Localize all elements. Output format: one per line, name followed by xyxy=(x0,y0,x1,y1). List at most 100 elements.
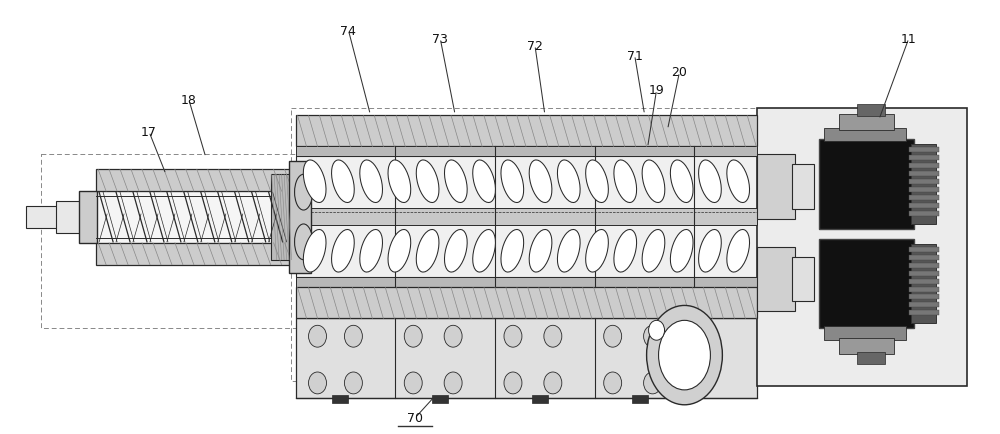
Bar xyxy=(291,108,772,381)
Text: 73: 73 xyxy=(432,33,448,46)
Ellipse shape xyxy=(404,372,422,394)
Bar xyxy=(909,196,939,201)
Bar xyxy=(909,156,939,161)
Ellipse shape xyxy=(416,230,439,273)
Bar xyxy=(909,303,939,308)
Bar xyxy=(909,271,939,276)
Bar xyxy=(909,279,939,284)
Bar xyxy=(857,352,885,364)
Ellipse shape xyxy=(644,326,662,347)
Ellipse shape xyxy=(303,230,326,273)
Ellipse shape xyxy=(295,175,313,210)
Ellipse shape xyxy=(444,326,462,347)
Bar xyxy=(289,162,311,273)
Ellipse shape xyxy=(529,230,552,273)
Ellipse shape xyxy=(501,161,524,203)
Bar xyxy=(792,257,814,302)
Ellipse shape xyxy=(332,161,354,203)
Bar xyxy=(79,192,97,243)
Bar xyxy=(96,192,301,243)
Ellipse shape xyxy=(344,372,362,394)
Bar xyxy=(909,311,939,316)
Ellipse shape xyxy=(699,230,721,273)
Ellipse shape xyxy=(444,372,462,394)
Ellipse shape xyxy=(388,230,411,273)
Ellipse shape xyxy=(309,372,326,394)
Bar xyxy=(909,263,939,268)
Ellipse shape xyxy=(332,230,354,273)
Ellipse shape xyxy=(445,230,467,273)
Bar xyxy=(911,244,936,324)
Ellipse shape xyxy=(295,224,313,260)
Bar xyxy=(296,115,757,147)
Bar xyxy=(757,155,795,220)
Ellipse shape xyxy=(727,161,750,203)
Bar xyxy=(296,147,757,157)
Ellipse shape xyxy=(344,326,362,347)
Ellipse shape xyxy=(642,161,665,203)
Bar xyxy=(96,170,301,192)
Bar xyxy=(909,148,939,153)
Ellipse shape xyxy=(586,161,608,203)
Ellipse shape xyxy=(649,321,665,340)
Bar xyxy=(909,295,939,300)
Bar xyxy=(909,204,939,209)
Ellipse shape xyxy=(473,230,495,273)
Ellipse shape xyxy=(670,230,693,273)
Ellipse shape xyxy=(557,161,580,203)
Bar xyxy=(96,243,301,265)
Bar xyxy=(757,108,967,386)
Bar xyxy=(909,172,939,177)
Bar xyxy=(824,326,906,340)
Bar xyxy=(271,175,291,260)
Ellipse shape xyxy=(670,161,693,203)
Ellipse shape xyxy=(529,161,552,203)
Bar xyxy=(56,202,81,233)
Ellipse shape xyxy=(388,161,411,203)
Bar xyxy=(909,247,939,252)
Ellipse shape xyxy=(614,161,637,203)
Ellipse shape xyxy=(504,372,522,394)
Bar xyxy=(909,188,939,193)
Bar xyxy=(632,395,648,403)
Bar xyxy=(296,277,757,287)
Bar xyxy=(296,319,757,398)
Ellipse shape xyxy=(614,230,637,273)
Text: 71: 71 xyxy=(627,49,643,62)
Bar xyxy=(909,211,939,217)
Bar xyxy=(857,105,885,116)
Bar xyxy=(909,180,939,185)
Bar xyxy=(819,140,914,230)
Ellipse shape xyxy=(647,306,722,405)
Bar xyxy=(909,255,939,260)
Ellipse shape xyxy=(416,161,439,203)
Text: 20: 20 xyxy=(672,66,687,79)
Ellipse shape xyxy=(544,326,562,347)
Ellipse shape xyxy=(604,372,622,394)
Text: 74: 74 xyxy=(340,25,356,38)
Bar xyxy=(911,145,936,224)
Ellipse shape xyxy=(586,230,608,273)
Text: 11: 11 xyxy=(901,33,917,46)
Text: 19: 19 xyxy=(649,84,664,97)
Ellipse shape xyxy=(309,326,326,347)
Text: 72: 72 xyxy=(527,39,543,53)
Ellipse shape xyxy=(360,161,382,203)
Bar xyxy=(26,207,81,228)
Bar xyxy=(909,164,939,169)
Ellipse shape xyxy=(642,230,665,273)
Ellipse shape xyxy=(473,161,495,203)
Ellipse shape xyxy=(504,326,522,347)
Ellipse shape xyxy=(604,326,622,347)
Text: 70: 70 xyxy=(407,411,423,424)
Ellipse shape xyxy=(557,230,580,273)
Ellipse shape xyxy=(404,326,422,347)
Ellipse shape xyxy=(544,372,562,394)
Ellipse shape xyxy=(360,230,382,273)
Ellipse shape xyxy=(445,161,467,203)
Ellipse shape xyxy=(501,230,524,273)
Bar xyxy=(792,165,814,210)
Ellipse shape xyxy=(644,372,662,394)
Bar xyxy=(532,395,548,403)
Bar xyxy=(839,339,894,354)
